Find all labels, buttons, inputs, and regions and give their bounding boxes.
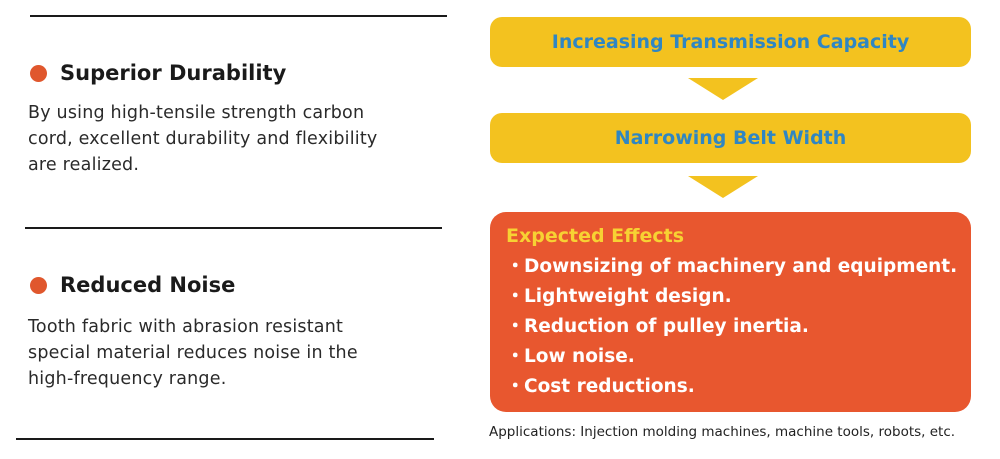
effect-item-text: Downsizing of machinery and equipment. <box>524 256 958 277</box>
effect-bullet: ・ <box>506 316 525 337</box>
effect-item-text: Reduction of pulley inertia. <box>524 316 809 337</box>
feature-title-noise: Reduced Noise <box>30 273 235 297</box>
effect-item: ・Cost reductions. <box>506 372 971 402</box>
flow-step-belt-width: Narrowing Belt Width <box>490 113 971 163</box>
down-arrow-icon <box>688 78 758 100</box>
middle-divider <box>25 227 442 229</box>
effect-item: ・Reduction of pulley inertia. <box>506 312 971 342</box>
feature-description-line: special material reduces noise in the <box>28 343 358 363</box>
effect-item-text: Cost reductions. <box>524 376 695 397</box>
feature-title-text: Superior Durability <box>60 61 287 85</box>
feature-description-durability: By using high-tensile strength carbon co… <box>28 100 377 178</box>
expected-effects-box: Expected Effects ・Downsizing of machiner… <box>490 212 971 412</box>
feature-description-line: are realized. <box>28 155 140 175</box>
feature-title-text: Reduced Noise <box>60 273 236 297</box>
top-divider <box>30 15 447 17</box>
bottom-divider <box>16 438 434 440</box>
expected-effects-title: Expected Effects <box>506 225 685 247</box>
feature-title-durability: Superior Durability <box>30 61 286 85</box>
effect-bullet: ・ <box>506 376 525 397</box>
effect-item: ・Low noise. <box>506 342 971 372</box>
effect-item: ・Downsizing of machinery and equipment. <box>506 252 971 282</box>
feature-description-line: By using high-tensile strength carbon <box>28 103 365 123</box>
effect-bullet: ・ <box>506 346 525 367</box>
applications-note: Applications: Injection molding machines… <box>489 424 956 440</box>
orange-dot-bullet-icon <box>30 276 47 294</box>
effect-bullet: ・ <box>506 286 525 307</box>
effect-item-text: Low noise. <box>524 346 635 367</box>
orange-dot-bullet-icon <box>30 64 47 82</box>
effect-item-text: Lightweight design. <box>524 286 732 307</box>
feature-description-line: Tooth fabric with abrasion resistant <box>28 317 344 337</box>
flow-step-label: Increasing Transmission Capacity <box>551 31 910 53</box>
feature-description-line: cord, excellent durability and flexibili… <box>28 129 378 149</box>
feature-description-line: high-frequency range. <box>28 369 227 389</box>
flow-step-label: Narrowing Belt Width <box>614 127 847 149</box>
expected-effects-list: ・Downsizing of machinery and equipment. … <box>506 252 971 402</box>
feature-description-noise: Tooth fabric with abrasion resistant spe… <box>28 314 358 392</box>
flow-step-transmission-capacity: Increasing Transmission Capacity <box>490 17 971 67</box>
down-arrow-icon <box>688 176 758 198</box>
effect-bullet: ・ <box>506 256 525 277</box>
effect-item: ・Lightweight design. <box>506 282 971 312</box>
